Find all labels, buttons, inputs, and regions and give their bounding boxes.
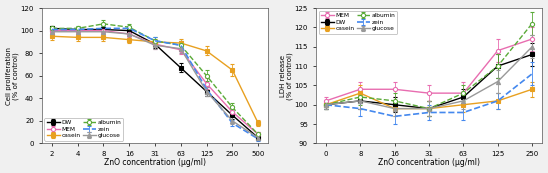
Legend: MEM, DW, casein, albumin, zein, glucose: MEM, DW, casein, albumin, zein, glucose [318, 11, 397, 34]
Y-axis label: LDH release
(% of control): LDH release (% of control) [279, 52, 293, 100]
X-axis label: ZnO concentration (μg/ml): ZnO concentration (μg/ml) [378, 158, 480, 167]
X-axis label: ZnO concentration (μg/ml): ZnO concentration (μg/ml) [104, 158, 206, 167]
Legend: DW, MEM, casein, albumin, zein, glucose: DW, MEM, casein, albumin, zein, glucose [44, 118, 123, 140]
Y-axis label: Cell proliferation
(% of control): Cell proliferation (% of control) [5, 47, 19, 105]
